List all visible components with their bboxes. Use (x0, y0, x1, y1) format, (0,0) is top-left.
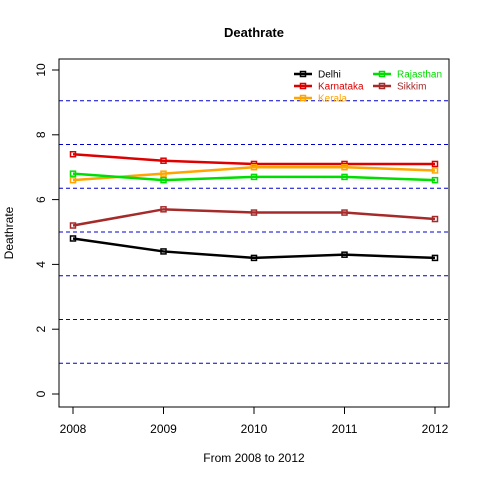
legend-label: Delhi (318, 70, 341, 81)
x-tick-label: 2011 (332, 422, 358, 436)
y-tick-label: 6 (34, 196, 48, 203)
x-tick-label: 2009 (150, 422, 177, 436)
legend-item-delhi: Delhi (294, 70, 341, 81)
legend-item-kerala: Kerala (294, 94, 347, 105)
series-line-karnataka (73, 154, 435, 164)
legend-label: Kerala (318, 94, 347, 105)
series-rajasthan (71, 171, 438, 182)
plot-frame (59, 59, 449, 407)
legend-item-karnataka: Karnataka (294, 82, 364, 93)
y-axis: 0 2 4 6 8 10 (34, 63, 59, 397)
x-tick-label: 2008 (60, 422, 87, 436)
reference-lines (59, 101, 449, 363)
series-line-sikkim (73, 209, 435, 225)
x-axis-label: From 2008 to 2012 (203, 451, 305, 465)
x-axis: 2008 2009 2010 2011 2012 (60, 407, 449, 436)
x-tick-label: 2010 (241, 422, 268, 436)
y-tick-label: 2 (34, 326, 48, 333)
legend-label: Sikkim (397, 82, 426, 93)
y-tick-label: 0 (34, 390, 48, 397)
y-axis-label: Deathrate (2, 206, 16, 259)
legend-label: Karnataka (318, 82, 364, 93)
y-tick-label: 4 (34, 261, 48, 268)
y-tick-label: 10 (34, 63, 48, 77)
legend-item-sikkim: Sikkim (373, 82, 426, 93)
legend-label: Rajasthan (397, 70, 442, 81)
series-layer (71, 152, 438, 261)
series-sikkim (71, 207, 438, 228)
series-delhi (71, 236, 438, 260)
legend-item-rajasthan: Rajasthan (373, 70, 442, 81)
chart-title: Deathrate (224, 25, 284, 40)
y-tick-label: 8 (34, 131, 48, 138)
x-tick-label: 2012 (422, 422, 449, 436)
